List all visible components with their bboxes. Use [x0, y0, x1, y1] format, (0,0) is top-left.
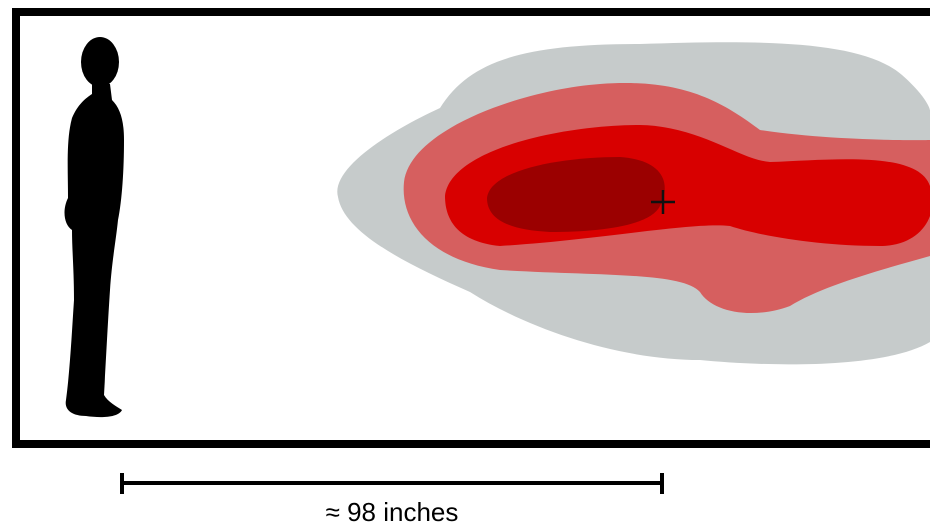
diagram: ≈ 98 inches [0, 0, 930, 525]
scale-label: ≈ 98 inches [326, 497, 459, 525]
page: ≈ 98 inches (() => { const data = JSON.p… [0, 0, 930, 525]
